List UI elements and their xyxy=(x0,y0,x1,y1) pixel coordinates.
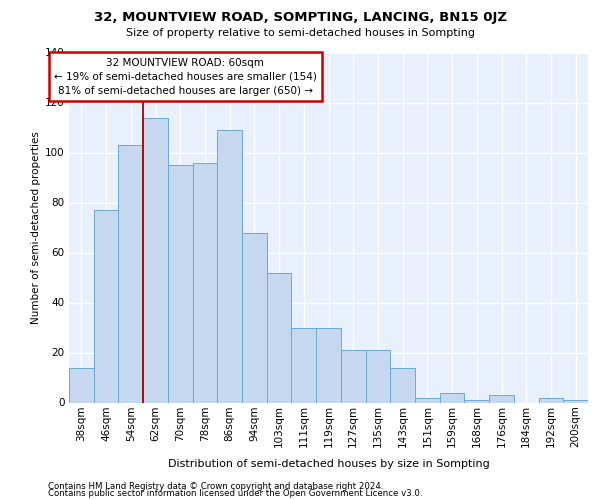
Text: Contains HM Land Registry data © Crown copyright and database right 2024.: Contains HM Land Registry data © Crown c… xyxy=(48,482,383,491)
Bar xyxy=(489,395,514,402)
Bar xyxy=(415,398,440,402)
Bar xyxy=(217,130,242,402)
Bar xyxy=(440,392,464,402)
Text: 32, MOUNTVIEW ROAD, SOMPTING, LANCING, BN15 0JZ: 32, MOUNTVIEW ROAD, SOMPTING, LANCING, B… xyxy=(94,11,506,24)
Bar xyxy=(563,400,588,402)
Bar xyxy=(292,328,316,402)
Bar xyxy=(69,368,94,402)
Bar xyxy=(341,350,365,403)
Bar xyxy=(390,368,415,402)
Y-axis label: Number of semi-detached properties: Number of semi-detached properties xyxy=(31,131,41,324)
Bar xyxy=(316,328,341,402)
Bar xyxy=(464,400,489,402)
Bar xyxy=(143,118,168,403)
Text: Contains public sector information licensed under the Open Government Licence v3: Contains public sector information licen… xyxy=(48,490,422,498)
X-axis label: Distribution of semi-detached houses by size in Sompting: Distribution of semi-detached houses by … xyxy=(167,458,490,468)
Bar xyxy=(168,165,193,402)
Bar xyxy=(118,145,143,403)
Bar xyxy=(94,210,118,402)
Bar xyxy=(365,350,390,403)
Bar xyxy=(539,398,563,402)
Bar xyxy=(242,232,267,402)
Text: Size of property relative to semi-detached houses in Sompting: Size of property relative to semi-detach… xyxy=(125,28,475,38)
Bar xyxy=(267,272,292,402)
Bar xyxy=(193,162,217,402)
Text: 32 MOUNTVIEW ROAD: 60sqm
← 19% of semi-detached houses are smaller (154)
81% of : 32 MOUNTVIEW ROAD: 60sqm ← 19% of semi-d… xyxy=(54,58,317,96)
